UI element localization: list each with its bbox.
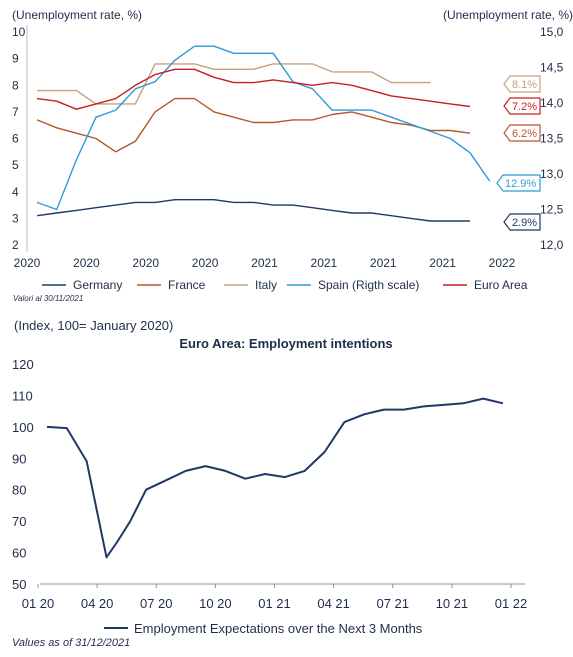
bottom-x-tick-label: 07 20 bbox=[140, 596, 173, 611]
legend-label: France bbox=[168, 278, 206, 292]
left-y-tick-label: 7 bbox=[12, 105, 19, 119]
legend-label: Spain (Rigth scale) bbox=[318, 278, 419, 292]
right-y-tick-label: 12,0 bbox=[540, 238, 564, 252]
series-line-spain bbox=[36, 45, 491, 211]
bottom-y-tick-label: 120 bbox=[12, 357, 34, 372]
legend-label: Employment Expectations over the Next 3 … bbox=[134, 621, 423, 636]
bottom-x-tick-label: 04 20 bbox=[81, 596, 114, 611]
left-y-tick-label: 5 bbox=[12, 158, 19, 172]
right-y-tick-label: 15,0 bbox=[540, 25, 564, 39]
top-x-tick-label: 2021 bbox=[370, 256, 397, 270]
series-line-italy bbox=[37, 63, 431, 105]
left-y-tick-label: 3 bbox=[12, 211, 19, 225]
end-value-label: 12.9% bbox=[505, 178, 536, 190]
top-series-group bbox=[36, 45, 491, 222]
series-line-employment-expectations bbox=[46, 397, 504, 559]
series-line-germany bbox=[36, 198, 470, 222]
left-axis-label: (Unemployment rate, %) bbox=[12, 8, 142, 22]
bottom-y-tick-label: 80 bbox=[12, 483, 26, 498]
bottom-legend: Employment Expectations over the Next 3 … bbox=[104, 621, 423, 636]
right-y-tick-label: 14,0 bbox=[540, 96, 564, 110]
end-label-box bbox=[496, 174, 541, 192]
legend-label: Italy bbox=[255, 278, 277, 292]
bottom-y-tick-label: 70 bbox=[12, 514, 26, 529]
bottom-x-tick-label: 04 21 bbox=[317, 596, 350, 611]
bottom-y-tick-label: 90 bbox=[12, 451, 26, 466]
top-source-note: Valori al 30/11/2021 bbox=[13, 294, 83, 303]
left-y-tick-label: 8 bbox=[12, 78, 19, 92]
bottom-x-tick-label: 10 21 bbox=[436, 596, 469, 611]
bottom-x-tick-label: 01 22 bbox=[495, 596, 528, 611]
bottom-x-tick-label: 10 20 bbox=[199, 596, 232, 611]
top-x-tick-label: 2021 bbox=[311, 256, 338, 270]
bottom-source-note: Values as of 31/12/2021 bbox=[12, 637, 130, 649]
top-x-tick-label: 2020 bbox=[192, 256, 219, 270]
top-x-tick-label: 2021 bbox=[251, 256, 278, 270]
end-value-label: 2.9% bbox=[512, 217, 537, 229]
bottom-series-group bbox=[46, 397, 504, 559]
top-grid: 2 3 4 5 6 7 8 9 10 12,0 12,5 13,0 13,5 14,0 14,5 15,0 20… bbox=[12, 25, 564, 270]
top-x-tick-label: 2020 bbox=[132, 256, 159, 270]
bottom-y-tick-label: 60 bbox=[12, 546, 26, 561]
top-x-tick-label: 2020 bbox=[73, 256, 100, 270]
end-value-label: 6.2% bbox=[512, 128, 537, 140]
top-x-tick-label: 2021 bbox=[429, 256, 456, 270]
bottom-x-tick-label: 01 21 bbox=[258, 596, 291, 611]
bottom-chart-title: Euro Area: Employment intentions bbox=[179, 336, 392, 351]
legend-label: Euro Area bbox=[474, 278, 528, 292]
end-value-label: 7.2% bbox=[512, 101, 537, 113]
right-y-tick-label: 13,0 bbox=[540, 167, 564, 181]
left-y-tick-label: 10 bbox=[12, 25, 26, 39]
top-x-tick-label: 2020 bbox=[14, 256, 41, 270]
series-line-france bbox=[36, 97, 471, 153]
right-y-tick-label: 14,5 bbox=[540, 61, 564, 75]
end-label-box bbox=[503, 75, 541, 93]
bottom-y-tick-label: 50 bbox=[12, 577, 26, 592]
right-y-tick-label: 12,5 bbox=[540, 203, 564, 217]
bottom-x-tick-label: 07 21 bbox=[376, 596, 409, 611]
bottom-grid: 120 110 100 90 80 70 60 50 01 20 04 20 07 20 10 20 0… bbox=[12, 357, 527, 611]
end-label-box bbox=[503, 213, 541, 231]
left-y-tick-label: 4 bbox=[12, 185, 19, 199]
left-y-tick-label: 9 bbox=[12, 52, 19, 66]
left-y-tick-label: 2 bbox=[12, 238, 19, 252]
series-line-euro bbox=[36, 68, 471, 110]
top-end-labels: 8.1% 7.2% 6.2% 12.9% 2.9% bbox=[496, 75, 541, 231]
legend-label: Germany bbox=[73, 278, 122, 292]
top-x-tick-label: 2022 bbox=[489, 256, 516, 270]
left-y-tick-label: 6 bbox=[12, 132, 19, 146]
end-value-label: 8.1% bbox=[512, 79, 537, 91]
end-label-box bbox=[503, 97, 541, 115]
index-label: (Index, 100= January 2020) bbox=[14, 318, 173, 333]
right-axis-label: (Unemployment rate, %) bbox=[443, 8, 573, 22]
right-y-tick-label: 13,5 bbox=[540, 132, 564, 146]
bottom-y-tick-label: 100 bbox=[12, 420, 34, 435]
top-legend: Germany France Italy Spain (Rigth scale) Eur… bbox=[42, 278, 528, 292]
end-label-box bbox=[503, 124, 541, 142]
bottom-x-tick-label: 01 20 bbox=[22, 596, 55, 611]
bottom-y-tick-label: 110 bbox=[12, 388, 33, 403]
